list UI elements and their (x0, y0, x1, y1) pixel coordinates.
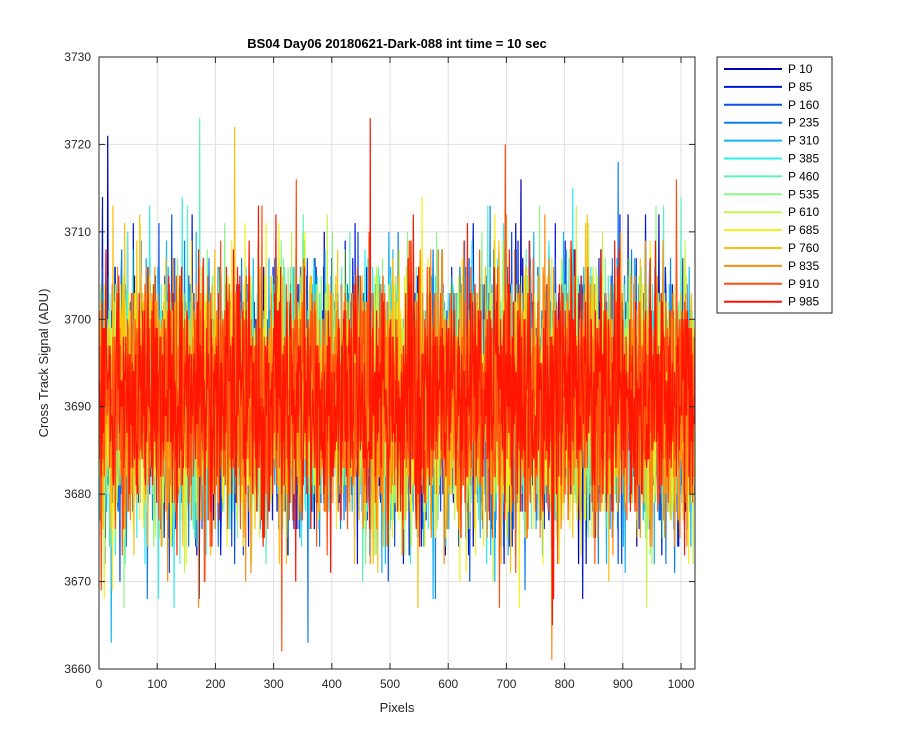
legend-label: P 10 (788, 62, 813, 76)
legend-entry: P 760 (724, 241, 819, 255)
y-tick-label: 3660 (64, 662, 91, 676)
x-axis-label: Pixels (380, 700, 415, 715)
y-tick-label: 3730 (64, 50, 91, 64)
legend-entry: P 985 (724, 295, 819, 309)
x-tick-label: 900 (613, 677, 633, 691)
legend-label: P 610 (788, 205, 819, 219)
y-tick-label: 3670 (64, 575, 91, 589)
legend-label: P 685 (788, 223, 819, 237)
x-tick-label: 700 (496, 677, 516, 691)
x-tick-label: 200 (205, 677, 225, 691)
y-tick-label: 3720 (64, 137, 91, 151)
x-tick-label: 800 (555, 677, 575, 691)
x-tick-label: 300 (264, 677, 284, 691)
legend-label: P 460 (788, 169, 819, 183)
y-tick-label: 3710 (64, 225, 91, 239)
legend-label: P 985 (788, 295, 819, 309)
plot-axes-box (98, 56, 696, 670)
x-tick-label: 400 (322, 677, 342, 691)
legend-label: P 910 (788, 277, 819, 291)
x-tick-label: 100 (147, 677, 167, 691)
legend-entry: P 310 (724, 134, 819, 148)
legend-entry: P 835 (724, 259, 819, 273)
ticks: 0 100 200 300 400 500 600 700 800 900 1000 3660 3670… (64, 50, 695, 691)
legend-entry: P 160 (724, 98, 819, 112)
legend-entry: P 460 (724, 169, 819, 183)
legend-entry: P 610 (724, 205, 819, 219)
y-axis-label: Cross Track Signal (ADU) (36, 289, 51, 438)
legend-label: P 760 (788, 241, 819, 255)
legend-entries: P 10 P 85 P 160 P 235 P 310 P 385 P 460 P 535 P … (724, 62, 819, 309)
legend-entry: P 85 (724, 80, 813, 94)
legend-label: P 85 (788, 80, 813, 94)
plot-series-layer (99, 118, 695, 661)
x-tick-label: 0 (96, 677, 103, 691)
legend-entry: P 685 (724, 223, 819, 237)
legend-entry: P 10 (724, 62, 813, 76)
x-tick-label: 1000 (668, 677, 695, 691)
chart-title: BS04 Day06 20180621-Dark-088 int time = … (247, 36, 547, 51)
legend-entry: P 910 (724, 277, 819, 291)
legend-label: P 385 (788, 152, 819, 166)
legend-entry: P 535 (724, 187, 819, 201)
y-tick-label: 3680 (64, 487, 91, 501)
y-tick-label: 3690 (64, 400, 91, 414)
legend-box (716, 56, 833, 314)
series-line-p985 (99, 118, 695, 626)
y-tick-label: 3700 (64, 312, 91, 326)
legend-label: P 535 (788, 187, 819, 201)
legend-entry: P 235 (724, 116, 819, 130)
legend-entry: P 385 (724, 152, 819, 166)
legend: P 10 P 85 P 160 P 235 P 310 P 385 P 460 P 535 P … (716, 56, 833, 314)
legend-label: P 160 (788, 98, 819, 112)
x-tick-label: 500 (380, 677, 400, 691)
legend-label: P 835 (788, 259, 819, 273)
legend-label: P 310 (788, 134, 819, 148)
x-tick-label: 600 (438, 677, 458, 691)
legend-label: P 235 (788, 116, 819, 130)
